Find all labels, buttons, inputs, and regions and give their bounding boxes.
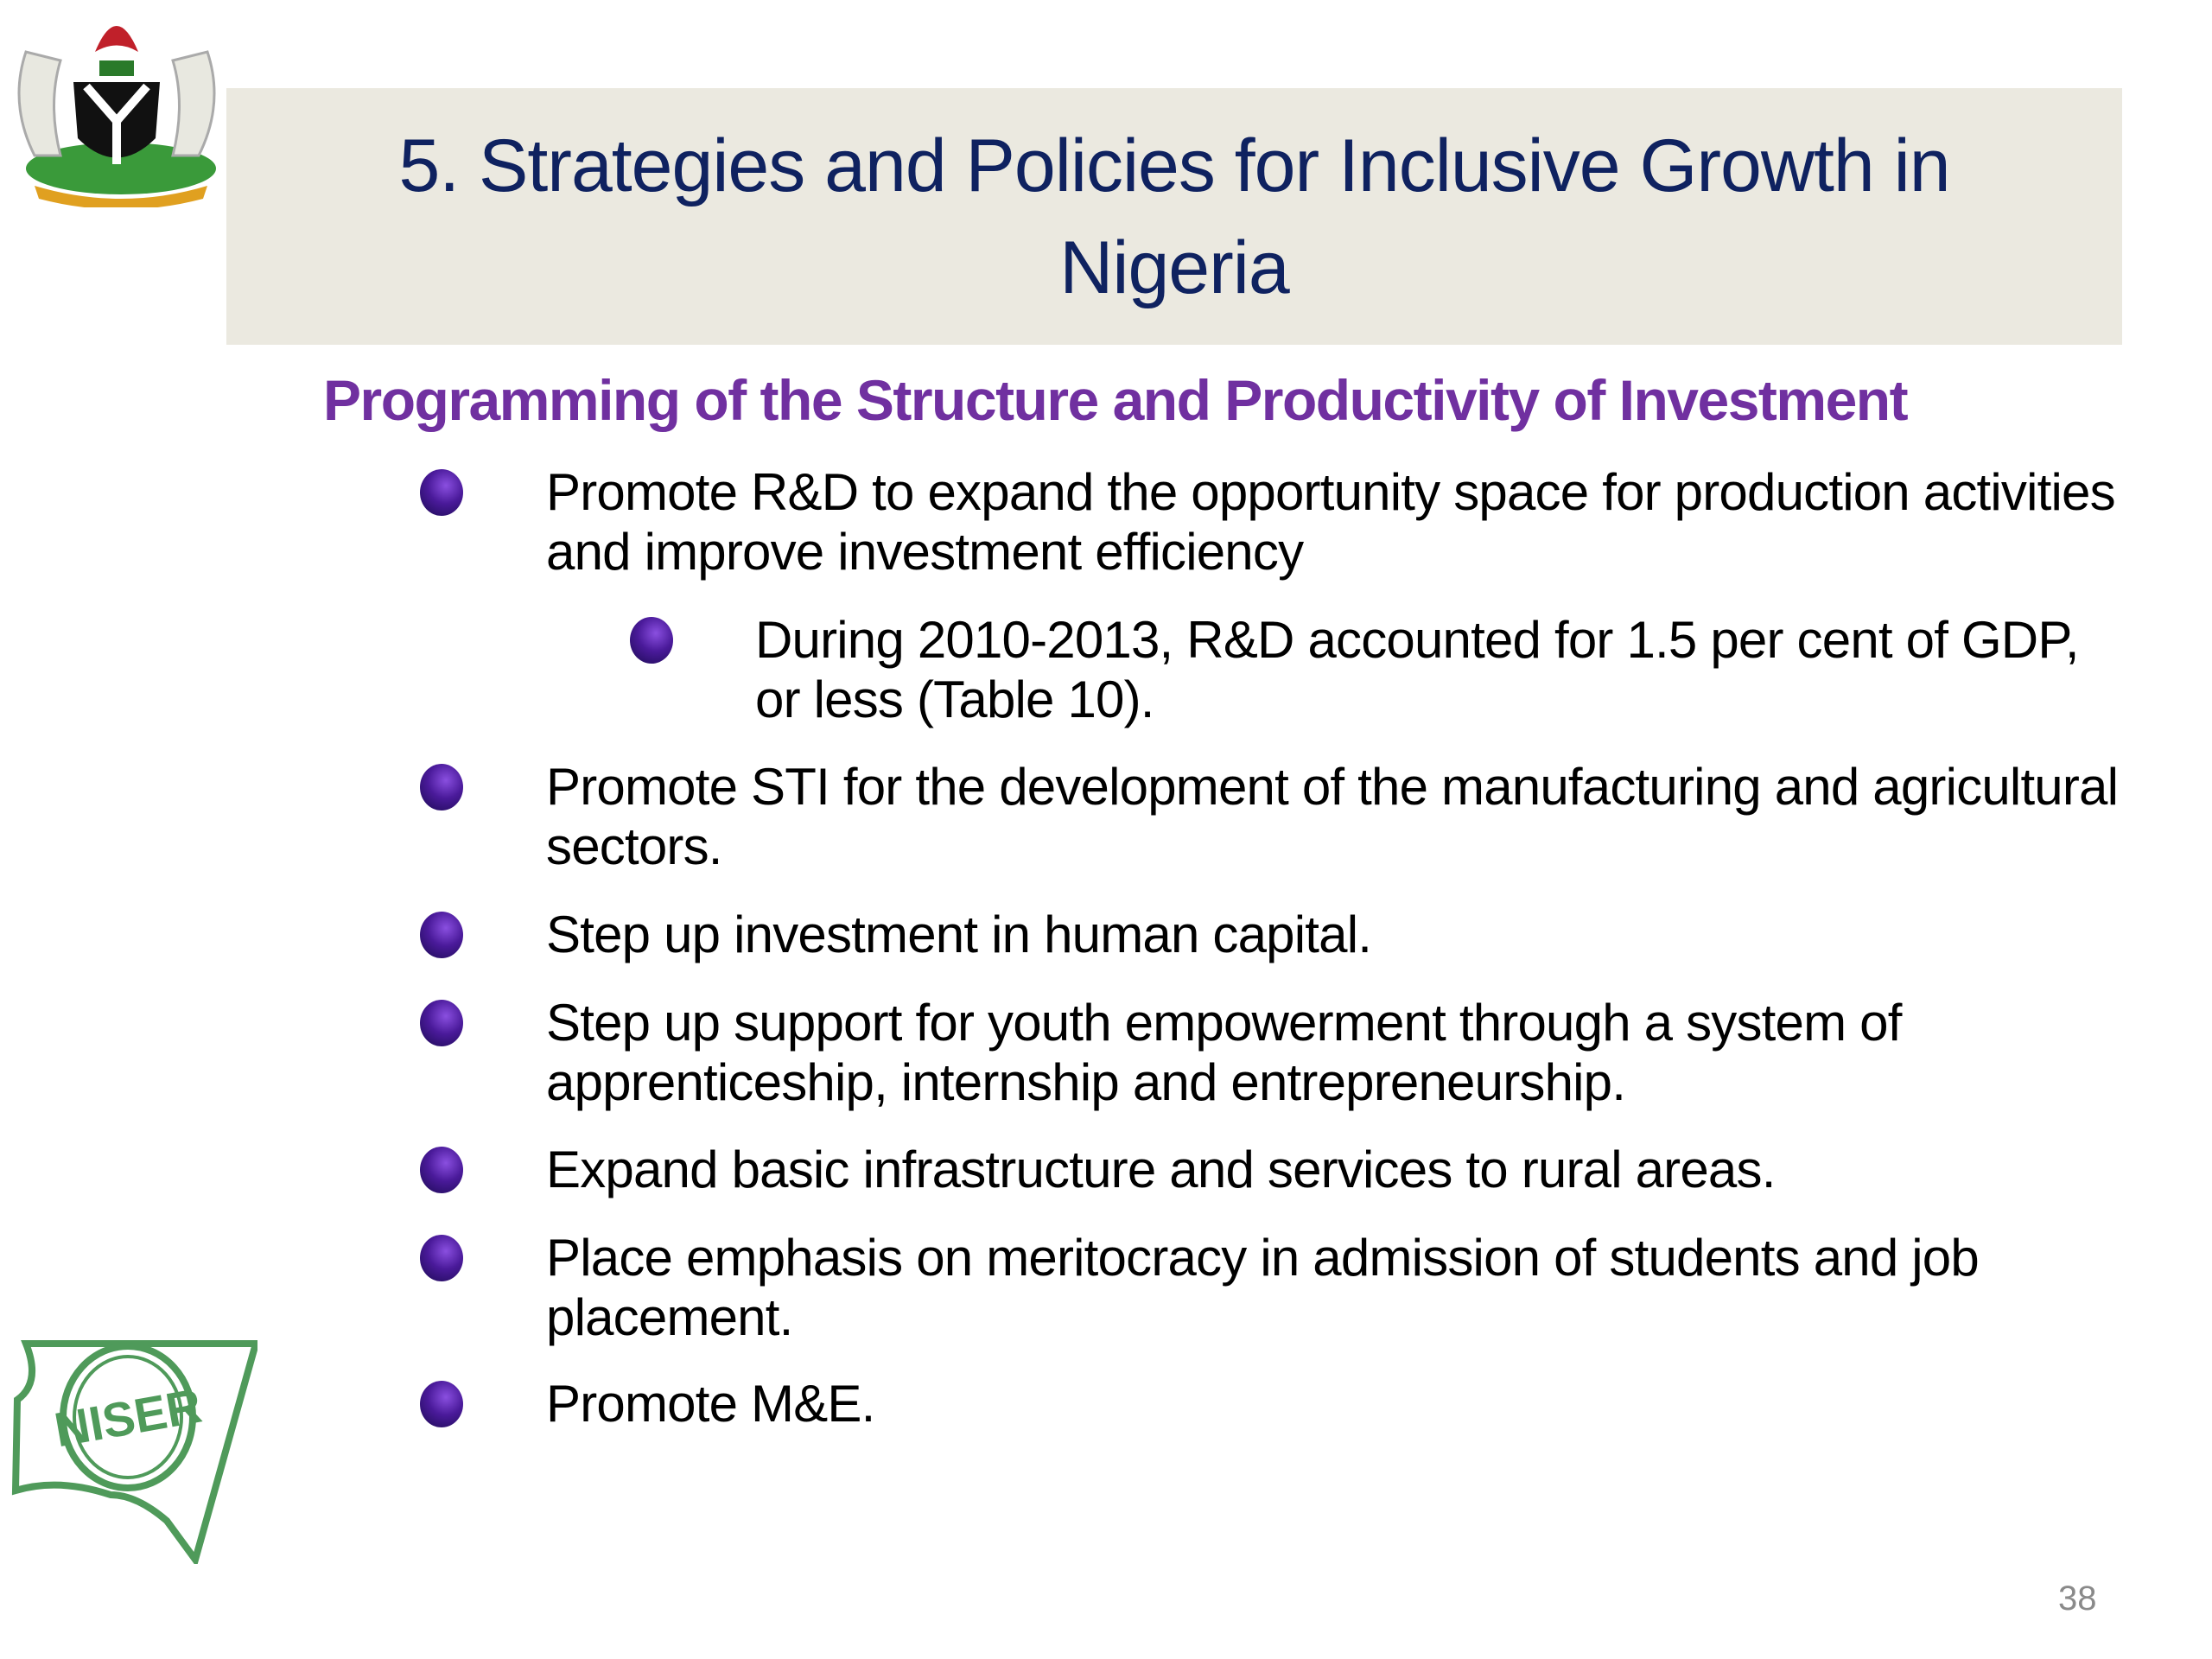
nigeria-coat-of-arms-logo [17, 26, 216, 207]
bullet-item: Step up investment in human capital. [546, 906, 1372, 963]
bullet-icon [420, 469, 463, 516]
bullet-item: Expand basic infrastructure and services… [546, 1141, 1776, 1198]
page-number: 38 [2058, 1580, 2097, 1618]
bullet-item: Promote M&E. [546, 1375, 875, 1433]
bullet-icon [420, 764, 463, 810]
sub-bullet-item: During 2010-2013, R&D accounted for 1.5 … [755, 611, 2080, 728]
bullet-icon [420, 1235, 463, 1281]
bullet-item: Step up support for youth empowerment th… [546, 994, 1902, 1111]
bullet-icon [420, 1000, 463, 1046]
niser-logo: NISER [11, 1340, 257, 1564]
bullet-icon [420, 912, 463, 958]
bullet-icon [420, 1381, 463, 1427]
sub-bullet-icon [630, 617, 673, 664]
slide-subtitle: Programming of the Structure and Product… [323, 368, 1909, 432]
slide-title: 5. Strategies and Policies for Inclusive… [398, 124, 1950, 309]
bullet-icon [420, 1147, 463, 1193]
svg-text:NISER: NISER [50, 1378, 205, 1458]
bullet-item: Promote STI for the development of the m… [546, 758, 2119, 875]
title-banner: 5. Strategies and Policies for Inclusive… [226, 88, 2122, 345]
bullet-item: Place emphasis on meritocracy in admissi… [546, 1229, 1980, 1346]
bullet-item: Promote R&D to expand the opportunity sp… [546, 463, 2116, 581]
